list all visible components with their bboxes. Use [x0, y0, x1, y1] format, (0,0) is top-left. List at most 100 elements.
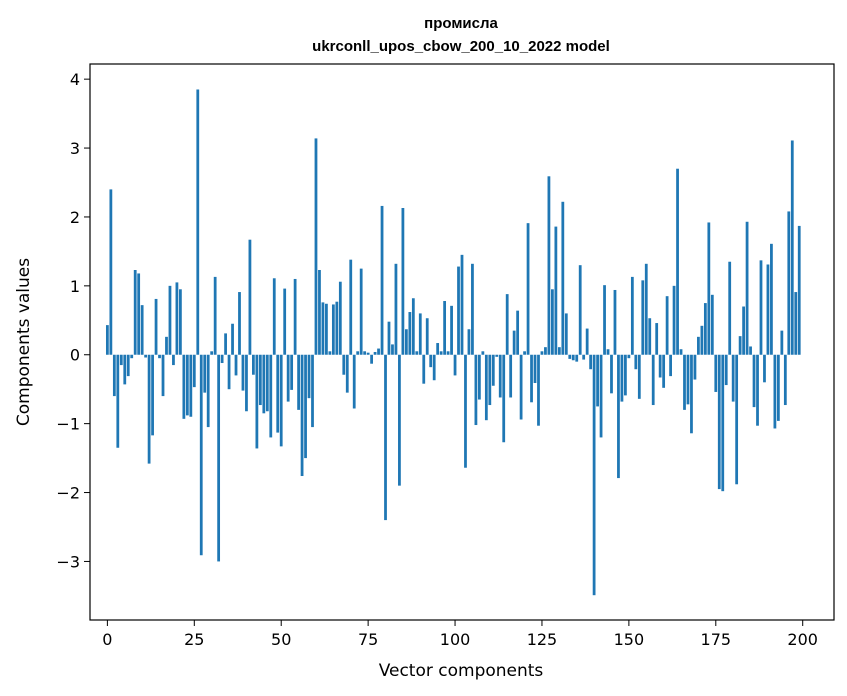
x-tick-label-0: 0: [102, 630, 112, 649]
bar-35: [227, 354, 231, 390]
bar-78: [377, 348, 380, 355]
bar-68: [342, 354, 346, 375]
bar-169: [693, 354, 697, 380]
y-tick-label--3: −3: [56, 552, 80, 571]
bar-66: [335, 301, 339, 355]
bar-181: [735, 354, 739, 485]
bar-144: [606, 349, 610, 355]
bar-106: [474, 354, 478, 426]
bar-112: [495, 354, 499, 357]
bar-135: [575, 354, 579, 362]
bar-48: [272, 278, 276, 355]
bar-145: [610, 354, 613, 394]
bar-121: [526, 223, 530, 355]
bar-129: [554, 226, 558, 355]
bar-153: [637, 354, 641, 399]
bar-134: [571, 354, 575, 361]
bar-36: [231, 323, 234, 355]
bar-192: [773, 354, 777, 429]
bar-166: [683, 354, 686, 410]
bar-179: [728, 261, 732, 355]
bar-91: [422, 354, 426, 384]
bar-47: [269, 354, 273, 438]
bar-184: [745, 221, 749, 355]
x-tick-label-50: 50: [271, 630, 291, 649]
bar-154: [641, 280, 645, 355]
bar-73: [359, 268, 363, 355]
bar-182: [738, 336, 742, 355]
bar-83: [394, 263, 398, 355]
x-tick-label-75: 75: [358, 630, 378, 649]
bar-13: [151, 354, 154, 436]
bar-34: [224, 333, 227, 355]
bar-14: [154, 298, 158, 355]
bar-44: [258, 354, 262, 406]
bar-62: [321, 302, 325, 355]
bar-100: [453, 354, 457, 376]
bar-128: [551, 289, 554, 355]
bar-190: [766, 264, 770, 355]
bar-16: [161, 354, 165, 397]
bar-148: [620, 354, 624, 402]
bar-157: [651, 354, 655, 406]
bar-28: [203, 354, 207, 393]
y-tick-label--2: −2: [56, 484, 80, 503]
bar-93: [429, 354, 433, 368]
bar-22: [182, 354, 186, 419]
bar-158: [655, 323, 659, 355]
bar-71: [352, 354, 356, 409]
bar-81: [387, 321, 391, 355]
bar-110: [488, 354, 492, 406]
bars-group: [105, 89, 801, 596]
bar-175: [714, 354, 718, 392]
y-axis-label: Components values: [14, 258, 34, 426]
bar-18: [168, 285, 172, 355]
bar-115: [505, 294, 509, 355]
bar-105: [471, 263, 474, 355]
bar-15: [158, 354, 161, 359]
chart-title-line-1: промисла: [424, 15, 498, 32]
bar-45: [262, 354, 266, 414]
bar-197: [790, 140, 794, 355]
bar-23: [185, 354, 189, 416]
bar-155: [644, 263, 648, 355]
bar-42: [252, 354, 255, 375]
bar-41: [248, 239, 252, 355]
bar-2: [112, 354, 116, 397]
bar-69: [345, 354, 349, 393]
bar-196: [787, 211, 791, 355]
bar-89: [415, 351, 419, 355]
bar-174: [710, 294, 714, 355]
bar-12: [147, 354, 151, 464]
bar-119: [519, 354, 523, 420]
bar-187: [756, 354, 759, 426]
bar-189: [763, 354, 766, 383]
bar-193: [776, 354, 780, 421]
bar-52: [286, 354, 290, 402]
bar-150: [627, 354, 631, 359]
bar-20: [175, 282, 179, 355]
bar-178: [724, 354, 728, 386]
bar-111: [491, 354, 495, 386]
bar-56: [300, 354, 304, 477]
bar-11: [144, 354, 148, 358]
bar-172: [703, 303, 707, 355]
bar-198: [794, 292, 798, 355]
bar-9: [137, 273, 141, 355]
bar-86: [404, 329, 408, 355]
bar-26: [196, 89, 200, 355]
bar-3: [116, 354, 120, 448]
x-tick-label-150: 150: [614, 630, 645, 649]
bar-58: [307, 354, 311, 399]
bar-167: [686, 354, 690, 405]
bar-8: [133, 270, 137, 355]
bar-147: [617, 354, 620, 479]
bar-114: [502, 354, 506, 443]
bar-108: [481, 351, 485, 355]
bar-116: [509, 354, 513, 398]
bar-19: [172, 354, 175, 366]
bar-168: [690, 354, 693, 434]
bar-173: [707, 222, 711, 355]
bar-107: [477, 354, 481, 400]
bar-160: [662, 354, 666, 388]
